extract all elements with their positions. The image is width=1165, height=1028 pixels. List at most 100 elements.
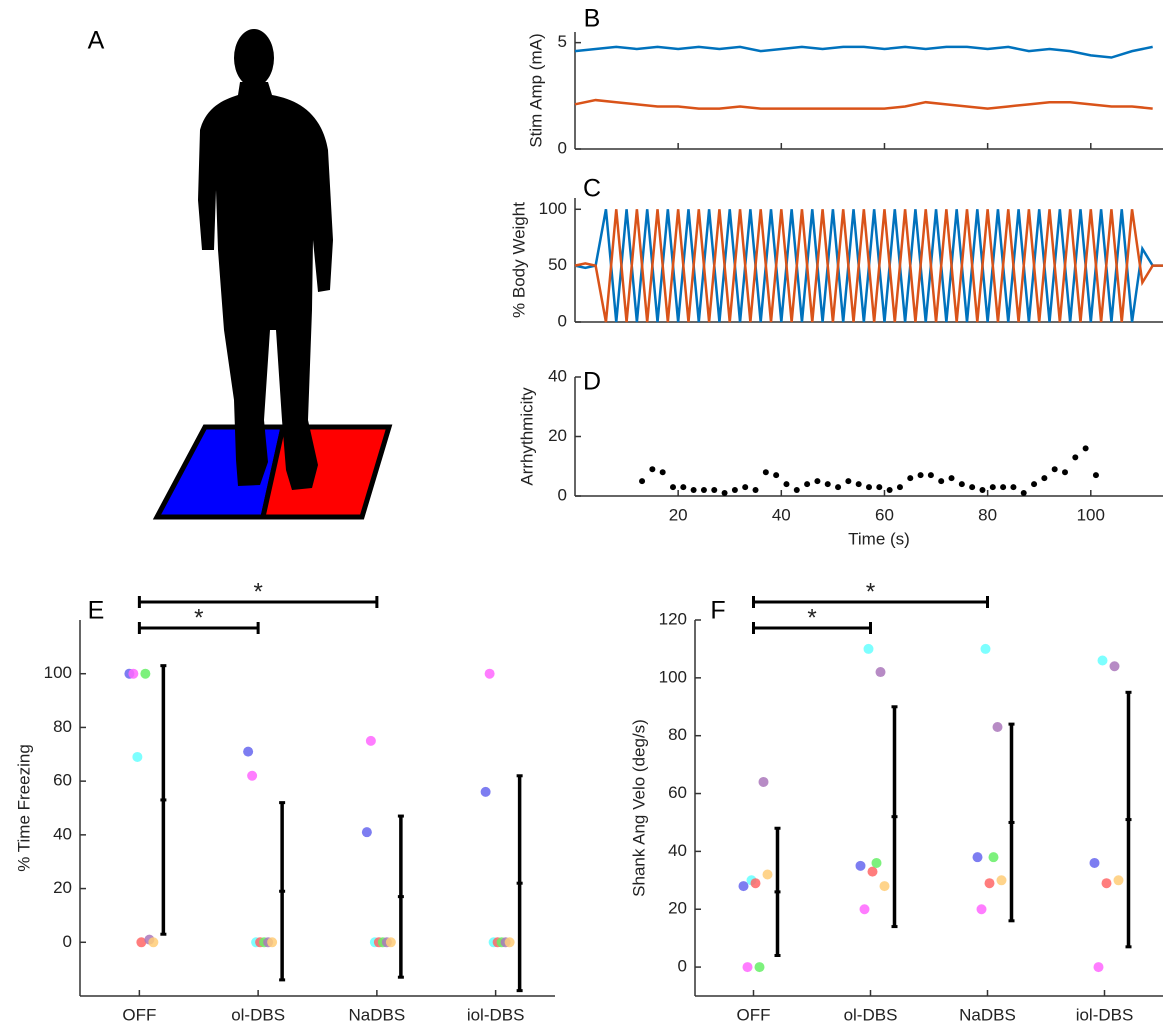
point — [480, 786, 491, 797]
point — [758, 776, 769, 787]
point — [742, 962, 753, 973]
significance-bracket — [137, 596, 379, 608]
line-series — [574, 209, 1163, 323]
point — [504, 937, 515, 948]
x-tick-label: 100 — [1077, 505, 1105, 524]
point — [1041, 475, 1048, 482]
point — [875, 667, 886, 678]
point — [140, 668, 151, 679]
x-tick-label: 40 — [772, 505, 791, 524]
point — [243, 746, 254, 757]
y-axis-label: Arrhythmicity — [517, 387, 536, 486]
point — [793, 487, 800, 494]
point — [984, 878, 995, 889]
y-tick-label: 40 — [668, 841, 687, 860]
panel-label: A — [88, 27, 105, 55]
point — [659, 469, 666, 476]
significance-label: * — [807, 604, 816, 631]
point — [907, 475, 914, 482]
point — [1072, 454, 1079, 461]
panel-label: F — [710, 597, 725, 625]
point — [1010, 484, 1017, 491]
body — [198, 82, 333, 490]
significance-label: * — [253, 578, 262, 605]
point — [804, 481, 811, 488]
line-series — [574, 45, 1153, 59]
point — [1051, 466, 1058, 473]
y-tick-label: 0 — [678, 957, 687, 976]
point — [866, 484, 872, 491]
point — [752, 487, 759, 494]
point — [896, 484, 903, 491]
point — [267, 937, 278, 948]
panel-label: D — [583, 368, 601, 396]
point — [385, 937, 396, 948]
y-tick-label: 60 — [668, 783, 687, 802]
y-axis-label: % Time Freezing — [14, 744, 33, 872]
x-tick-label: 60 — [875, 505, 894, 524]
point — [754, 962, 765, 973]
point — [979, 487, 986, 494]
panel-label: B — [584, 5, 601, 33]
point — [845, 478, 852, 485]
point — [835, 484, 842, 491]
y-tick-label: 0 — [558, 485, 567, 504]
point — [876, 484, 883, 491]
y-tick-label: 100 — [659, 667, 687, 686]
x-tick-label: OFF — [737, 1005, 771, 1024]
point — [969, 484, 976, 491]
panel-label: C — [583, 175, 601, 203]
point — [886, 487, 893, 494]
head — [234, 29, 274, 87]
x-axis-label: Time (s) — [848, 529, 910, 548]
x-tick-label: NaDBS — [959, 1005, 1016, 1024]
y-tick-label: 100 — [44, 663, 72, 682]
y-tick-label: 50 — [548, 255, 567, 274]
y-tick-label: 60 — [53, 771, 72, 790]
x-tick-label: OFF — [122, 1005, 156, 1024]
point — [1000, 484, 1007, 491]
point — [484, 668, 495, 679]
point — [972, 852, 983, 863]
point — [132, 751, 143, 762]
point — [731, 487, 738, 494]
x-tick-label: ol-DBS — [844, 1005, 898, 1024]
point — [721, 490, 728, 497]
y-axis-label: Stim Amp (mA) — [526, 33, 545, 147]
point — [938, 478, 945, 485]
point — [1093, 962, 1104, 973]
y-tick-label: 80 — [668, 725, 687, 744]
point — [917, 472, 924, 479]
point — [711, 487, 718, 494]
point — [859, 904, 870, 915]
point — [639, 478, 646, 485]
x-tick-label: NaDBS — [349, 1005, 406, 1024]
point — [690, 487, 697, 494]
y-tick-label: 0 — [558, 311, 567, 330]
point — [1092, 472, 1099, 479]
y-tick-label: 100 — [539, 199, 567, 218]
point — [365, 735, 376, 746]
point — [1109, 661, 1120, 672]
point — [1031, 481, 1038, 488]
line-series — [574, 98, 1153, 110]
y-tick-label: 120 — [659, 609, 687, 628]
point — [762, 869, 773, 880]
point — [855, 481, 862, 488]
point — [976, 904, 987, 915]
significance-bracket — [752, 622, 872, 634]
point — [738, 881, 749, 892]
point — [992, 722, 1003, 733]
point — [855, 860, 866, 871]
point — [700, 487, 707, 494]
point — [247, 770, 258, 781]
point — [958, 481, 965, 488]
significance-label: * — [866, 578, 875, 605]
point — [980, 643, 991, 654]
right-plate — [259, 424, 393, 520]
panel-label: E — [88, 597, 105, 625]
point — [148, 937, 159, 948]
point — [680, 484, 687, 491]
point — [989, 484, 996, 491]
